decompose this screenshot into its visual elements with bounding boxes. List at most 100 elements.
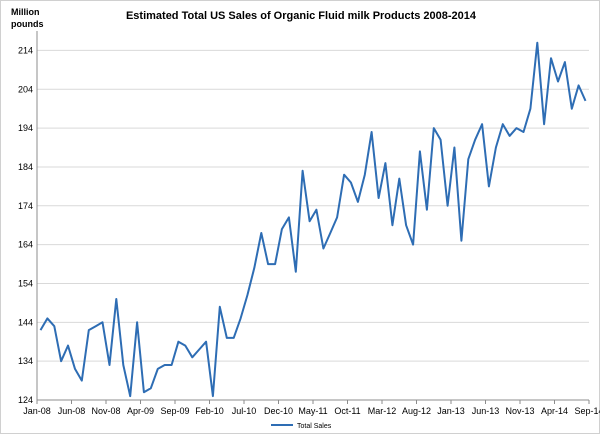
data-point [115, 298, 117, 300]
data-point [398, 177, 400, 179]
data-point [405, 224, 407, 226]
x-tick-label: Jun-13 [472, 406, 500, 416]
data-point [419, 150, 421, 152]
y-tick-label: 154 [18, 278, 33, 288]
x-tick-label: Sep-14 [574, 406, 600, 416]
data-point [564, 61, 566, 63]
data-point [364, 174, 366, 176]
series-layer [39, 41, 587, 398]
data-point [143, 391, 145, 393]
data-point [474, 139, 476, 141]
data-point [212, 395, 214, 397]
y-tick-label: 204 [18, 84, 33, 94]
data-point [350, 181, 352, 183]
data-point [301, 170, 303, 172]
data-point [495, 146, 497, 148]
data-point [164, 364, 166, 366]
data-point [274, 263, 276, 265]
y-tick-label: 144 [18, 317, 33, 327]
data-point [198, 348, 200, 350]
y-tick-label: 134 [18, 356, 33, 366]
data-point [267, 263, 269, 265]
x-tick-label: Mar-12 [368, 406, 397, 416]
y-axis-label-line2: pounds [11, 19, 44, 29]
x-tick-label: Apr-09 [127, 406, 154, 416]
data-point [343, 174, 345, 176]
data-point [391, 224, 393, 226]
data-point [67, 344, 69, 346]
data-point [315, 209, 317, 211]
data-point [529, 108, 531, 110]
series-line-total-sales [39, 41, 587, 398]
data-point [357, 201, 359, 203]
data-point [308, 220, 310, 222]
data-point [322, 247, 324, 249]
data-point [329, 232, 331, 234]
data-point [108, 364, 110, 366]
data-point [488, 185, 490, 187]
data-point [191, 356, 193, 358]
gridlines [37, 49, 589, 362]
x-tick-label: Nov-08 [91, 406, 120, 416]
data-point [239, 317, 241, 319]
data-point [205, 341, 207, 343]
data-point [467, 158, 469, 160]
data-point [412, 243, 414, 245]
data-point [384, 162, 386, 164]
x-tick-label: Aug-12 [402, 406, 431, 416]
data-point [288, 216, 290, 218]
data-point [260, 232, 262, 234]
data-point [522, 131, 524, 133]
x-tick-label: Oct-11 [334, 406, 360, 416]
y-tick-label: 124 [18, 395, 33, 405]
data-point [584, 100, 586, 102]
y-axis-label-line1: Million [11, 7, 40, 17]
y-tick-label: 184 [18, 162, 33, 172]
data-point [577, 84, 579, 86]
x-tick-label: May-11 [298, 406, 327, 416]
chart-title: Estimated Total US Sales of Organic Flui… [126, 10, 477, 22]
data-point [253, 267, 255, 269]
data-point [129, 395, 131, 397]
x-tick-label: Jun-08 [58, 406, 86, 416]
x-tick-label: Jan-08 [23, 406, 51, 416]
data-point [571, 108, 573, 110]
data-point [460, 240, 462, 242]
data-point [88, 329, 90, 331]
data-point [95, 325, 97, 327]
data-point [433, 127, 435, 129]
data-point [74, 368, 76, 370]
data-point [370, 131, 372, 133]
data-point [136, 321, 138, 323]
data-point [481, 123, 483, 125]
data-point [150, 387, 152, 389]
y-tick-labels: 124 134 144 154 164 174 184 194 204 214 [18, 45, 33, 405]
data-point [170, 364, 172, 366]
data-point [46, 317, 48, 319]
data-point [101, 321, 103, 323]
y-tick-label: 214 [18, 45, 33, 55]
axes [36, 31, 590, 404]
x-tick-label: Dec-10 [264, 406, 293, 416]
x-tick-label: Jan-13 [437, 406, 465, 416]
x-tick-label: Nov-13 [505, 406, 534, 416]
data-point [60, 360, 62, 362]
data-point [550, 57, 552, 59]
data-point [453, 146, 455, 148]
data-point [219, 306, 221, 308]
x-tick-label: Feb-10 [195, 406, 224, 416]
x-tick-labels: Jan-08 Jun-08 Nov-08 Apr-09 Sep-09 Feb-10 Jul-… [23, 406, 600, 416]
y-tick-label: 174 [18, 201, 33, 211]
data-point [246, 294, 248, 296]
legend-label-total-sales: Total Sales [297, 423, 332, 430]
x-tick-label: Apr-14 [541, 406, 568, 416]
data-point [543, 123, 545, 125]
x-tick-label: Jul-10 [232, 406, 257, 416]
data-point [446, 205, 448, 207]
data-point [39, 329, 41, 331]
data-point [439, 139, 441, 141]
y-tick-label: 164 [18, 240, 33, 250]
data-point [233, 337, 235, 339]
